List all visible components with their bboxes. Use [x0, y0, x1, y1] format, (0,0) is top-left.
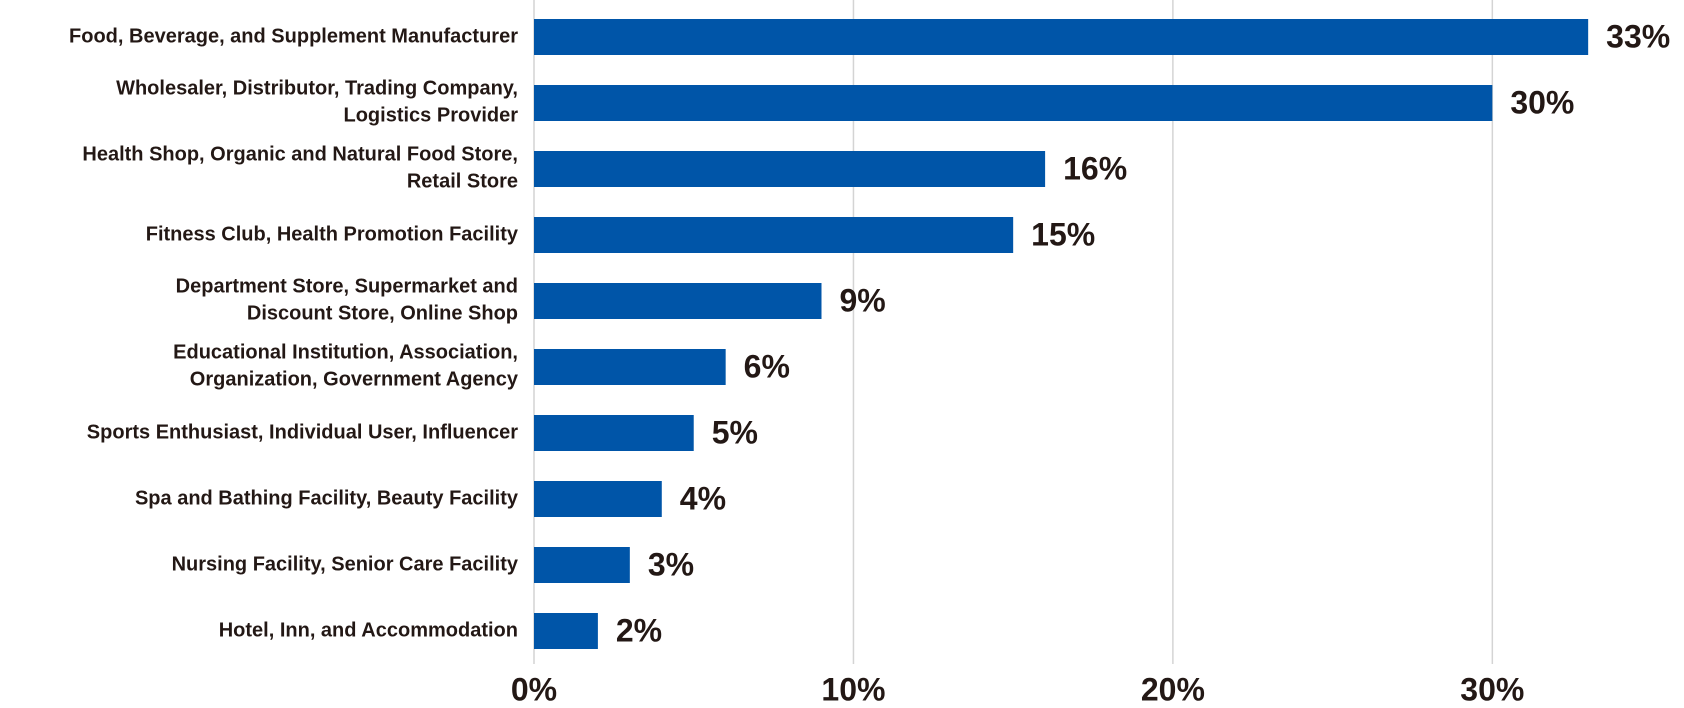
x-tick-label: 30%: [1460, 671, 1524, 707]
y-tick-label: Sports Enthusiast, Individual User, Infl…: [87, 421, 518, 443]
bar: [534, 481, 662, 517]
value-label: 33%: [1606, 18, 1670, 54]
x-tick-label: 0%: [511, 671, 557, 707]
bar: [534, 283, 822, 319]
y-tick-label: Nursing Facility, Senior Care Facility: [172, 553, 519, 575]
y-tick-label: Hotel, Inn, and Accommodation: [219, 619, 518, 641]
value-label: 5%: [712, 414, 758, 450]
x-tick-label: 20%: [1141, 671, 1205, 707]
y-tick-label: Health Shop, Organic and Natural Food St…: [82, 144, 518, 193]
y-tick-label: Educational Institution, Association, Org…: [173, 342, 519, 391]
value-label: 2%: [616, 612, 662, 648]
value-label: 4%: [680, 480, 726, 516]
value-label: 3%: [648, 546, 694, 582]
bar: [534, 547, 630, 583]
bar: [534, 151, 1046, 187]
value-label: 9%: [840, 282, 886, 318]
y-tick-label: Wholesaler, Distributor, Trading Company…: [116, 78, 518, 127]
bar: [534, 349, 726, 385]
bar: [534, 85, 1493, 121]
bar: [534, 217, 1014, 253]
value-label: 15%: [1031, 216, 1095, 252]
y-tick-label: Fitness Club, Health Promotion Facility: [146, 223, 519, 245]
y-tick-label: Food, Beverage, and Supplement Manufactu…: [69, 25, 518, 47]
bar: [534, 415, 694, 451]
y-tick-label: Department Store, Supermarket and Discoun…: [176, 276, 518, 325]
y-tick-label: Spa and Bathing Facility, Beauty Facilit…: [135, 487, 519, 509]
value-label: 16%: [1063, 150, 1127, 186]
bar: [534, 19, 1589, 55]
value-label: 30%: [1510, 84, 1574, 120]
value-label: 6%: [744, 348, 790, 384]
x-tick-label: 10%: [821, 671, 885, 707]
bar: [534, 613, 598, 649]
